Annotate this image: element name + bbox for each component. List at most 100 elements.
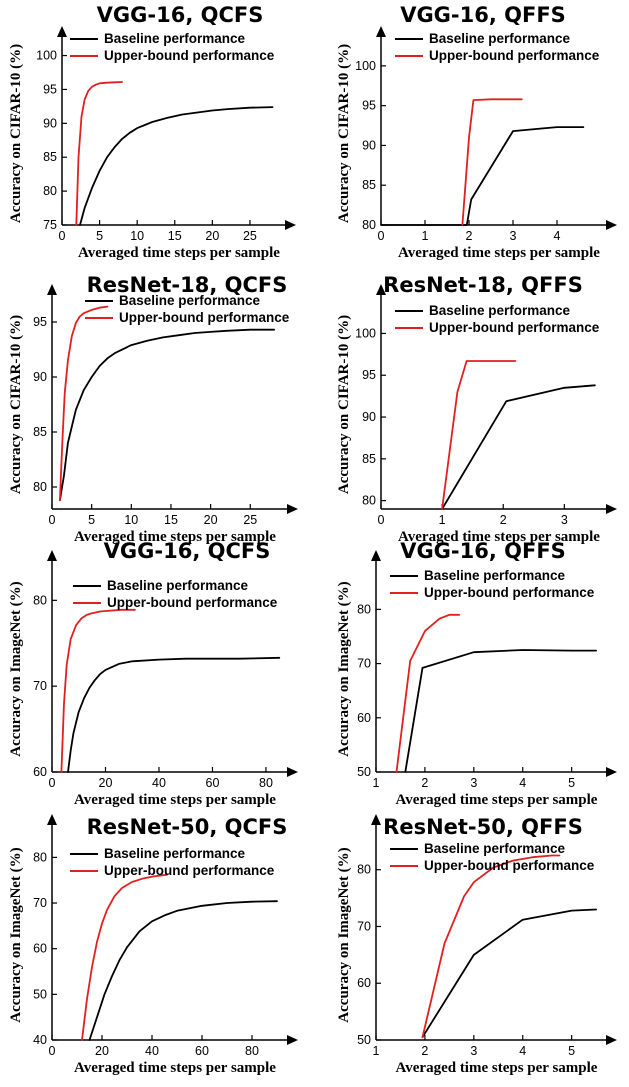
- chart-panel-3: ResNet-18, QCFS 0 5 10 15 20 25 80 85 90 95 Average…: [8, 273, 298, 545]
- y-tick-label: 95: [43, 82, 57, 96]
- chart-title: VGG-16, QCFS: [104, 539, 271, 563]
- y-tick-label: 60: [33, 765, 47, 779]
- x-axis-label: Averaged time steps per sample: [74, 1060, 276, 1076]
- y-axis-arrow: [47, 550, 57, 561]
- legend-label: Baseline performance: [424, 568, 566, 583]
- upper-bound-series-line: [461, 98, 523, 226]
- x-axis-arrow: [606, 767, 617, 777]
- x-tick-label: 4: [519, 776, 526, 790]
- y-tick-label: 85: [33, 425, 47, 439]
- baseline-series-line: [79, 106, 274, 226]
- x-tick-label: 5: [568, 776, 575, 790]
- x-tick-label: 0: [378, 229, 385, 243]
- chart-panel-8: ResNet-50, QFFS 1 2 3 4 5 50 60 70 80 Averaged tim…: [336, 814, 617, 1076]
- chart-title: ResNet-18, QFFS: [383, 273, 583, 297]
- y-axis-label: Accuracy on ImageNet (%): [336, 581, 352, 756]
- y-axis-arrow: [376, 284, 386, 295]
- chart-title: VGG-16, QFFS: [400, 3, 566, 27]
- legend: Baseline performance Upper-bound performa…: [390, 568, 595, 600]
- chart-panel-7: ResNet-50, QCFS 0 20 40 60 80 40 50 60 70 80 Averag…: [8, 814, 298, 1076]
- chart-title: ResNet-50, QFFS: [383, 815, 583, 839]
- x-tick-label: 0: [49, 776, 56, 790]
- legend-label: Upper-bound performance: [119, 310, 290, 325]
- x-tick-label: 20: [99, 776, 113, 790]
- y-axis-arrow: [371, 550, 381, 561]
- y-tick-label: 60: [33, 942, 47, 956]
- y-tick-label: 80: [33, 850, 47, 864]
- y-tick-label: 70: [357, 919, 371, 933]
- y-tick-label: 50: [357, 765, 371, 779]
- legend: Baseline performance Upper-bound performa…: [85, 293, 290, 325]
- y-tick-label: 85: [362, 452, 376, 466]
- y-tick-label: 100: [36, 49, 57, 63]
- y-axis-label: Accuracy on CIFAR-10 (%): [336, 44, 352, 223]
- baseline-series-line: [421, 908, 597, 1039]
- legend-label: Baseline performance: [119, 293, 261, 308]
- x-axis-arrow: [606, 220, 617, 230]
- y-tick-label: 60: [357, 711, 371, 725]
- x-tick-label: 1: [439, 513, 446, 527]
- legend-label: Upper-bound performance: [107, 595, 278, 610]
- x-tick-label: 0: [49, 513, 56, 527]
- y-tick-label: 90: [43, 116, 57, 130]
- x-tick-label: 3: [561, 513, 568, 527]
- baseline-series-line: [88, 900, 278, 1041]
- legend-label: Upper-bound performance: [429, 320, 600, 335]
- chart-title: VGG-16, QFFS: [400, 539, 566, 563]
- x-axis-label: Averaged time steps per sample: [398, 529, 600, 545]
- y-tick-label: 85: [43, 150, 57, 164]
- legend-label: Baseline performance: [104, 31, 246, 46]
- chart-panel-2: VGG-16, QFFS 0 1 2 3 4 80 85 90 95 100 Averaged tim…: [336, 3, 617, 261]
- x-axis-label: Averaged time steps per sample: [74, 792, 276, 808]
- y-tick-label: 40: [33, 1033, 47, 1047]
- x-tick-label: 1: [373, 1044, 380, 1058]
- upper-bound-series-line: [441, 360, 517, 510]
- chart-title: ResNet-18, QCFS: [87, 273, 288, 297]
- y-tick-label: 95: [362, 99, 376, 113]
- x-tick-label: 25: [243, 513, 257, 527]
- x-tick-label: 4: [554, 229, 561, 243]
- x-axis-arrow: [287, 1035, 298, 1045]
- y-tick-label: 80: [362, 218, 376, 232]
- x-tick-label: 4: [519, 1044, 526, 1058]
- y-axis-arrow: [371, 814, 381, 825]
- y-tick-label: 90: [33, 370, 47, 384]
- x-tick-label: 20: [95, 1044, 109, 1058]
- x-axis-arrow: [287, 767, 298, 777]
- legend: Baseline performance Upper-bound performa…: [390, 841, 595, 873]
- chart-panel-6: VGG-16, QFFS 1 2 3 4 5 50 60 70 80 Averaged time s…: [336, 539, 617, 808]
- y-tick-label: 90: [362, 138, 376, 152]
- y-axis-arrow: [376, 26, 386, 37]
- legend-label: Upper-bound performance: [424, 858, 595, 873]
- y-tick-label: 100: [355, 59, 376, 73]
- x-axis-arrow: [287, 504, 298, 514]
- x-tick-label: 3: [470, 1044, 477, 1058]
- x-tick-label: 2: [500, 513, 507, 527]
- x-tick-label: 10: [130, 229, 144, 243]
- chart-title: ResNet-50, QCFS: [87, 815, 288, 839]
- legend-label: Upper-bound performance: [104, 48, 275, 63]
- x-tick-label: 2: [421, 1044, 428, 1058]
- y-axis-label: Accuracy on CIFAR-10 (%): [8, 315, 24, 494]
- x-tick-label: 15: [164, 513, 178, 527]
- x-tick-label: 5: [96, 229, 103, 243]
- x-axis-label: Averaged time steps per sample: [78, 245, 280, 261]
- legend: Baseline performance Upper-bound performa…: [395, 31, 600, 63]
- baseline-series-line: [404, 649, 597, 773]
- x-axis-arrow: [606, 504, 617, 514]
- x-tick-label: 40: [152, 776, 166, 790]
- x-tick-label: 1: [422, 229, 429, 243]
- y-tick-label: 95: [33, 315, 47, 329]
- y-tick-label: 50: [33, 987, 47, 1001]
- x-tick-label: 0: [59, 229, 66, 243]
- chart-title: VGG-16, QCFS: [97, 3, 264, 27]
- x-axis-label: Averaged time steps per sample: [398, 245, 600, 261]
- legend-label: Baseline performance: [429, 303, 571, 318]
- y-tick-label: 95: [362, 368, 376, 382]
- x-tick-label: 80: [245, 1044, 259, 1058]
- x-tick-label: 60: [206, 776, 220, 790]
- chart-panel-4: ResNet-18, QFFS 0 1 2 3 80 85 90 95 100 Averaged t…: [336, 273, 617, 545]
- legend: Baseline performance Upper-bound performa…: [70, 846, 275, 878]
- x-tick-label: 0: [378, 513, 385, 527]
